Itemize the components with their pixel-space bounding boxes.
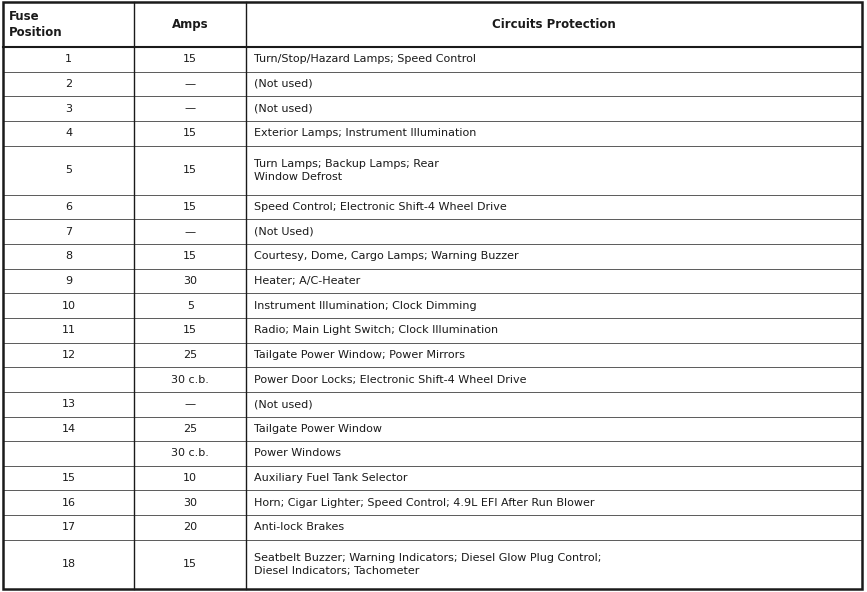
Text: Exterior Lamps; Instrument Illumination: Exterior Lamps; Instrument Illumination [254,128,477,138]
Text: Anti-lock Brakes: Anti-lock Brakes [254,522,344,532]
Text: 15: 15 [183,128,198,138]
Text: Power Windows: Power Windows [254,449,341,458]
Text: Turn/Stop/Hazard Lamps; Speed Control: Turn/Stop/Hazard Lamps; Speed Control [254,54,476,65]
Text: Instrument Illumination; Clock Dimming: Instrument Illumination; Clock Dimming [254,301,477,311]
Text: 5: 5 [186,301,193,311]
Text: Tailgate Power Window; Power Mirrors: Tailgate Power Window; Power Mirrors [254,350,465,360]
Text: 13: 13 [62,399,75,409]
Text: 9: 9 [65,276,72,286]
Text: (Not used): (Not used) [254,79,313,89]
Text: 30 c.b.: 30 c.b. [172,449,209,458]
Text: Heater; A/C-Heater: Heater; A/C-Heater [254,276,361,286]
Text: 15: 15 [183,54,198,65]
Text: 16: 16 [62,498,75,508]
Text: 25: 25 [183,350,198,360]
Text: 15: 15 [62,473,75,483]
Text: 12: 12 [62,350,75,360]
Text: 17: 17 [62,522,75,532]
Text: 5: 5 [65,165,72,175]
Text: —: — [185,104,196,114]
Text: 15: 15 [183,252,198,262]
Text: —: — [185,227,196,237]
Text: 15: 15 [183,559,198,570]
Text: 25: 25 [183,424,198,434]
Text: 2: 2 [65,79,72,89]
Text: 8: 8 [65,252,72,262]
Text: Speed Control; Electronic Shift-4 Wheel Drive: Speed Control; Electronic Shift-4 Wheel … [254,202,507,212]
Text: Turn Lamps; Backup Lamps; Rear
Window Defrost: Turn Lamps; Backup Lamps; Rear Window De… [254,159,439,182]
Text: 11: 11 [62,326,75,335]
Text: Horn; Cigar Lighter; Speed Control; 4.9L EFI After Run Blower: Horn; Cigar Lighter; Speed Control; 4.9L… [254,498,595,508]
Text: (Not used): (Not used) [254,104,313,114]
Text: (Not used): (Not used) [254,399,313,409]
Text: Seatbelt Buzzer; Warning Indicators; Diesel Glow Plug Control;
Diesel Indicators: Seatbelt Buzzer; Warning Indicators; Die… [254,553,602,576]
Text: —: — [185,399,196,409]
Text: 4: 4 [65,128,72,138]
Text: 15: 15 [183,326,198,335]
Text: 3: 3 [65,104,72,114]
Text: Tailgate Power Window: Tailgate Power Window [254,424,382,434]
Text: 6: 6 [65,202,72,212]
Text: 15: 15 [183,202,198,212]
Text: 20: 20 [183,522,198,532]
Text: 15: 15 [183,165,198,175]
Text: Power Door Locks; Electronic Shift-4 Wheel Drive: Power Door Locks; Electronic Shift-4 Whe… [254,375,526,385]
Text: Amps: Amps [172,18,209,31]
Text: Auxiliary Fuel Tank Selector: Auxiliary Fuel Tank Selector [254,473,407,483]
Text: 10: 10 [62,301,75,311]
Text: 30: 30 [183,498,198,508]
Text: 30 c.b.: 30 c.b. [172,375,209,385]
Text: 18: 18 [62,559,75,570]
Text: 30: 30 [183,276,198,286]
Text: (Not Used): (Not Used) [254,227,314,237]
Text: 7: 7 [65,227,72,237]
Text: —: — [185,79,196,89]
Text: Radio; Main Light Switch; Clock Illumination: Radio; Main Light Switch; Clock Illumina… [254,326,499,335]
Text: 10: 10 [183,473,198,483]
Text: Circuits Protection: Circuits Protection [492,18,616,31]
Text: Fuse
Position: Fuse Position [9,10,62,39]
Text: 1: 1 [65,54,72,65]
Text: 14: 14 [62,424,75,434]
Text: Courtesy, Dome, Cargo Lamps; Warning Buzzer: Courtesy, Dome, Cargo Lamps; Warning Buz… [254,252,518,262]
